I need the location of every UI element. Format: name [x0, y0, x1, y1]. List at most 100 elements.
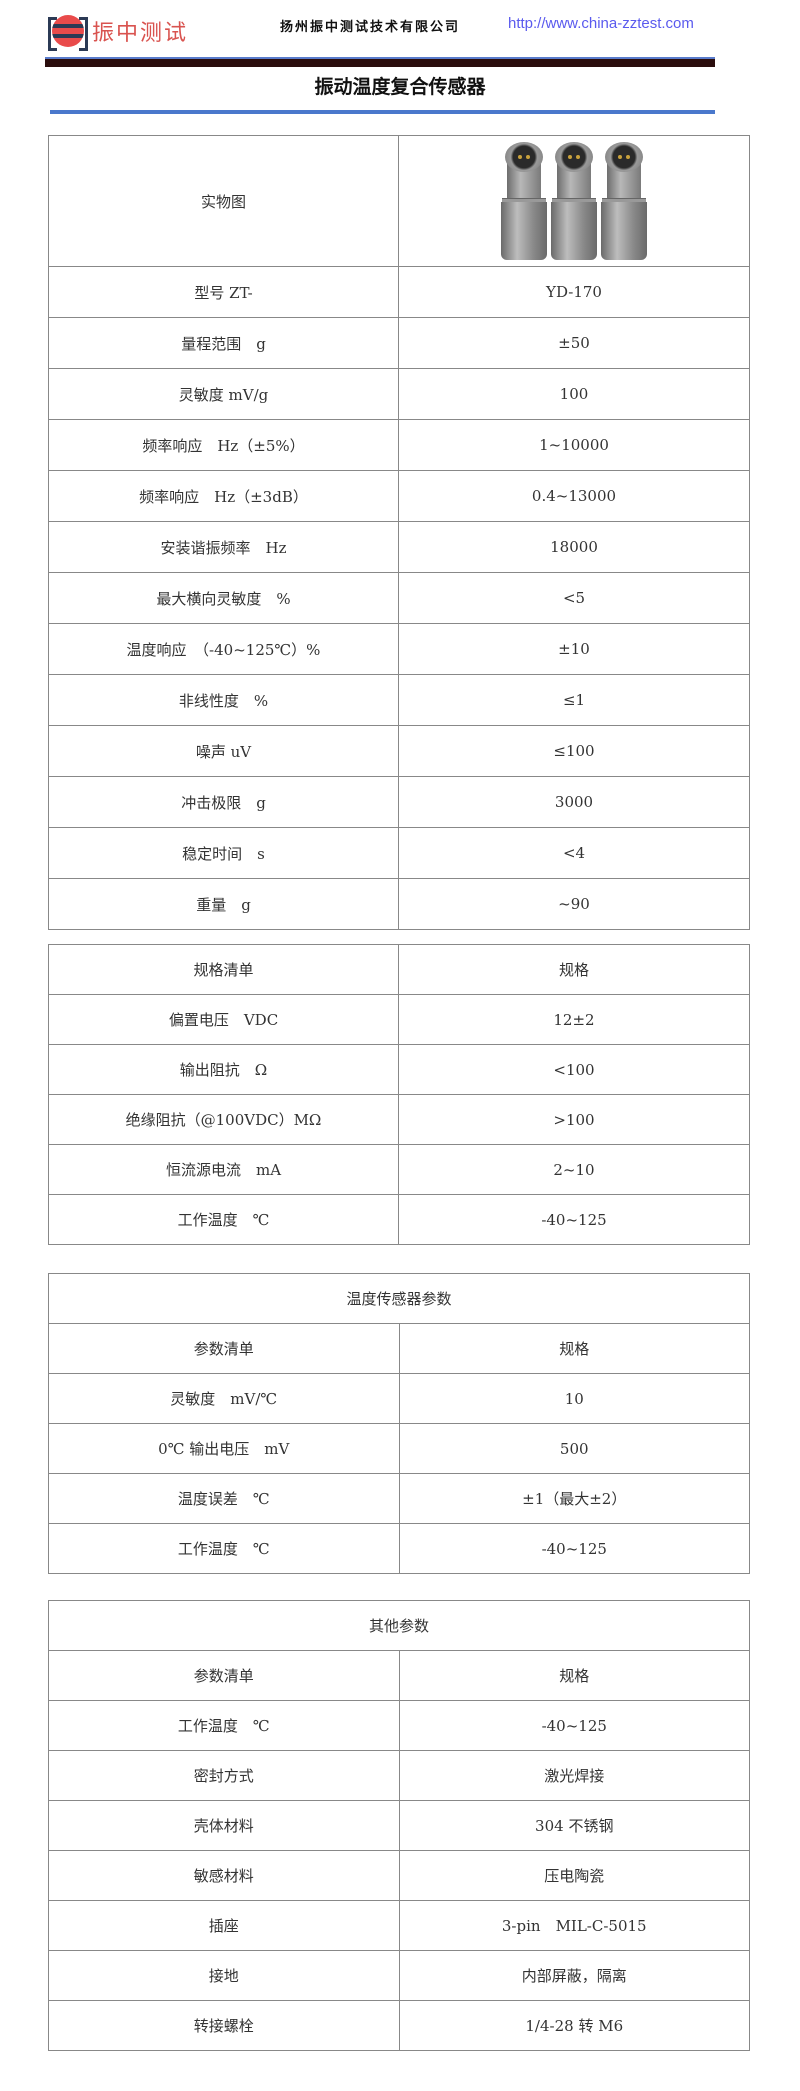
product-image-cell	[398, 135, 750, 267]
param-value: 规格	[398, 1650, 750, 1701]
param-name: 工作温度 ℃	[48, 1700, 400, 1751]
param-name: 灵敏度 mV/℃	[48, 1373, 400, 1424]
param-value: -40~125	[398, 1194, 750, 1245]
specs-table: 实物图 型号 ZT- YD-170 量程范围 g ±50 灵敏度 mV/g 100 频率响应…	[48, 135, 750, 930]
table-row: 频率响应 Hz（±5%） 1~10000	[48, 419, 750, 471]
param-name: 稳定时间 s	[48, 827, 399, 879]
param-value: ±50	[398, 317, 750, 369]
param-value: -40~125	[398, 1700, 750, 1751]
param-name: 规格清单	[48, 944, 399, 995]
table-row: 偏置电压 VDC 12±2	[48, 994, 750, 1045]
table-row: 灵敏度 mV/g 100	[48, 368, 750, 420]
param-value: ±10	[398, 623, 750, 675]
param-name: 参数清单	[48, 1323, 400, 1374]
param-value: ≤100	[398, 725, 750, 777]
param-value: ±1（最大±2）	[398, 1473, 750, 1524]
param-name: 0℃ 输出电压 mV	[48, 1423, 400, 1474]
page-title: 振动温度复合传感器	[314, 76, 486, 98]
param-name: 输出阻抗 Ω	[48, 1044, 399, 1095]
table-title-row: 温度传感器参数	[48, 1273, 750, 1324]
table-title: 其他参数	[48, 1600, 750, 1651]
table-row: 规格清单 规格	[48, 944, 750, 995]
param-value: -40~125	[398, 1523, 750, 1574]
param-name: 转接螺栓	[48, 2000, 400, 2051]
param-name: 最大横向灵敏度 %	[48, 572, 399, 624]
param-value: 1/4-28 转 M6	[398, 2000, 750, 2051]
table-row: 量程范围 g ±50	[48, 317, 750, 369]
param-name: 密封方式	[48, 1750, 400, 1801]
param-value: YD-170	[398, 266, 750, 318]
logo-mark-icon	[48, 15, 88, 51]
param-value: 1~10000	[398, 419, 750, 471]
table-title: 温度传感器参数	[48, 1273, 750, 1324]
param-name: 插座	[48, 1900, 400, 1951]
param-name: 接地	[48, 1950, 400, 2001]
param-name: 频率响应 Hz（±3dB）	[48, 470, 399, 522]
table-row: 冲击极限 g 3000	[48, 776, 750, 828]
table-row: 工作温度 ℃ -40~125	[48, 1194, 750, 1245]
param-value: 12±2	[398, 994, 750, 1045]
table-row: 型号 ZT- YD-170	[48, 266, 750, 318]
table-row: 壳体材料 304 不锈钢	[48, 1800, 750, 1851]
table-row: 安装谐振频率 Hz 18000	[48, 521, 750, 573]
param-name: 工作温度 ℃	[48, 1194, 399, 1245]
table-row: 工作温度 ℃ -40~125	[48, 1700, 750, 1751]
param-name: 噪声 uV	[48, 725, 399, 777]
param-value: 10	[398, 1373, 750, 1424]
param-value: <5	[398, 572, 750, 624]
param-name: 壳体材料	[48, 1800, 400, 1851]
electrical-specs-table: 规格清单 规格 偏置电压 VDC 12±2 输出阻抗 Ω <100 绝缘阻抗（@100VDC…	[48, 944, 750, 1245]
param-value: 100	[398, 368, 750, 420]
param-value: 500	[398, 1423, 750, 1474]
table-row: 插座 3-pin MIL-C-5015	[48, 1900, 750, 1951]
param-value: 规格	[398, 944, 750, 995]
table-row: 接地 内部屏蔽，隔离	[48, 1950, 750, 2001]
table-row: 工作温度 ℃ -40~125	[48, 1523, 750, 1574]
param-value: 304 不锈钢	[398, 1800, 750, 1851]
table-row: 最大横向灵敏度 % <5	[48, 572, 750, 624]
table-row: 敏感材料 压电陶瓷	[48, 1850, 750, 1901]
param-name: 恒流源电流 mA	[48, 1144, 399, 1195]
param-name: 频率响应 Hz（±5%）	[48, 419, 399, 471]
title-divider	[50, 110, 715, 114]
param-value: 压电陶瓷	[398, 1850, 750, 1901]
website-link[interactable]: http://www.china-zztest.com	[508, 15, 694, 32]
param-name: 温度误差 ℃	[48, 1473, 400, 1524]
param-value: 2~10	[398, 1144, 750, 1195]
table-row: 频率响应 Hz（±3dB） 0.4~13000	[48, 470, 750, 522]
param-name: 工作温度 ℃	[48, 1523, 400, 1574]
param-value: 0.4~13000	[398, 470, 750, 522]
image-label: 实物图	[48, 135, 399, 267]
other-params-table: 其他参数 参数清单 规格 工作温度 ℃ -40~125 密封方式 激光焊接 壳体材料 304 不…	[48, 1600, 750, 2051]
param-name: 灵敏度 mV/g	[48, 368, 399, 420]
param-name: 敏感材料	[48, 1850, 400, 1901]
param-name: 绝缘阻抗（@100VDC）MΩ	[48, 1094, 399, 1145]
param-name: 参数清单	[48, 1650, 400, 1701]
param-value: >100	[398, 1094, 750, 1145]
param-name: 安装谐振频率 Hz	[48, 521, 399, 573]
param-value: 激光焊接	[398, 1750, 750, 1801]
logo-text: 振中测试	[92, 21, 189, 46]
table-row: 实物图	[48, 135, 750, 267]
company-logo: 振中测试	[48, 14, 198, 51]
table-row: 温度响应 （-40~125℃）% ±10	[48, 623, 750, 675]
table-row: 绝缘阻抗（@100VDC）MΩ >100	[48, 1094, 750, 1145]
table-title-row: 其他参数	[48, 1600, 750, 1651]
table-row: 噪声 uV ≤100	[48, 725, 750, 777]
param-name: 非线性度 %	[48, 674, 399, 726]
table-row: 密封方式 激光焊接	[48, 1750, 750, 1801]
param-name: 重量 g	[48, 878, 399, 930]
company-name: 扬州振中测试技术有限公司	[280, 20, 461, 35]
param-name: 冲击极限 g	[48, 776, 399, 828]
param-value: ~90	[398, 878, 750, 930]
table-row: 参数清单 规格	[48, 1650, 750, 1701]
table-row: 重量 g ~90	[48, 878, 750, 930]
temperature-sensor-table: 温度传感器参数 参数清单 规格 灵敏度 mV/℃ 10 0℃ 输出电压 mV 500 温度误差…	[48, 1273, 750, 1574]
table-row: 非线性度 % ≤1	[48, 674, 750, 726]
param-name: 量程范围 g	[48, 317, 399, 369]
param-value: <4	[398, 827, 750, 879]
param-value: 3-pin MIL-C-5015	[398, 1900, 750, 1951]
param-name: 型号 ZT-	[48, 266, 399, 318]
param-value: <100	[398, 1044, 750, 1095]
param-name: 温度响应 （-40~125℃）%	[48, 623, 399, 675]
